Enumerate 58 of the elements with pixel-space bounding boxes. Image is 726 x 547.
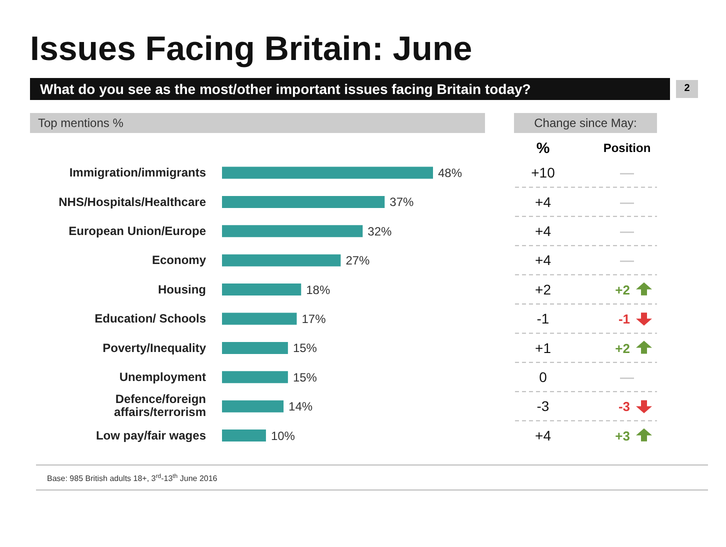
bar [222,400,284,412]
bar [222,196,385,208]
chart-title: Issues Facing Britain: June [30,30,472,69]
y-tick-label: Low pay/fair wages [96,428,206,442]
data-label: 14% [288,400,313,414]
bar [222,312,297,325]
bar [222,254,341,266]
text: -1 [618,312,630,327]
bar [222,430,266,442]
text: +4 [535,427,552,444]
text: +10 [531,164,556,181]
text: -3 [536,398,550,414]
text: Base: 985 British adults 18+, 3$^{rd}$-13$^{th}$ June 2016 [47,473,218,483]
text: +3 [615,428,630,444]
y-tick-label: Economy [152,253,206,268]
text: -1 [536,310,550,327]
text: 0 [539,369,548,385]
text: Position [603,141,651,155]
text: +4 [535,223,552,239]
y-tick-label: Defence/foreign affairs/terrorism [114,392,206,420]
text: — [620,252,634,268]
data-label: 15% [292,370,318,384]
bar [222,342,288,354]
y-tick-label: Housing [158,282,206,296]
y-tick-label: Education/ Schools [94,312,206,326]
data-label: 32% [368,224,392,238]
bar [222,284,302,296]
text: — [620,164,634,181]
text: Change since May: [514,113,657,133]
text: +1 [535,340,552,356]
data-label: 10% [270,428,296,443]
y-tick-label: Unemployment [119,370,206,384]
text: +2 [615,340,630,356]
data-label: 18% [306,282,330,297]
text: +4 [535,194,552,210]
data-label: 27% [346,254,370,268]
y-tick-label: NHS/Hospitals/Healthcare [58,194,206,209]
bar [222,371,288,384]
y-tick-label: Immigration/immigrants [69,166,206,180]
y-tick-label: European Union/Europe [68,224,206,238]
text: — [620,194,634,210]
chart-subtitle: What do you see as the most/other important issues facing Britain today? [30,78,670,100]
bar [222,225,363,238]
text: 2 [676,80,698,98]
bar [222,166,433,179]
data-label: 15% [292,341,318,356]
text: +4 [535,252,552,268]
text: +2 [535,281,552,298]
data-label: 48% [438,166,462,180]
text: — [620,369,634,385]
text: Top mentions % [30,113,485,133]
data-label: 17% [302,312,326,326]
data-label: 37% [390,195,414,210]
y-tick-label: Poverty/Inequality [102,340,206,355]
text: % [536,140,550,157]
text: — [620,223,634,239]
text: -3 [618,399,630,414]
text: +2 [615,282,630,298]
